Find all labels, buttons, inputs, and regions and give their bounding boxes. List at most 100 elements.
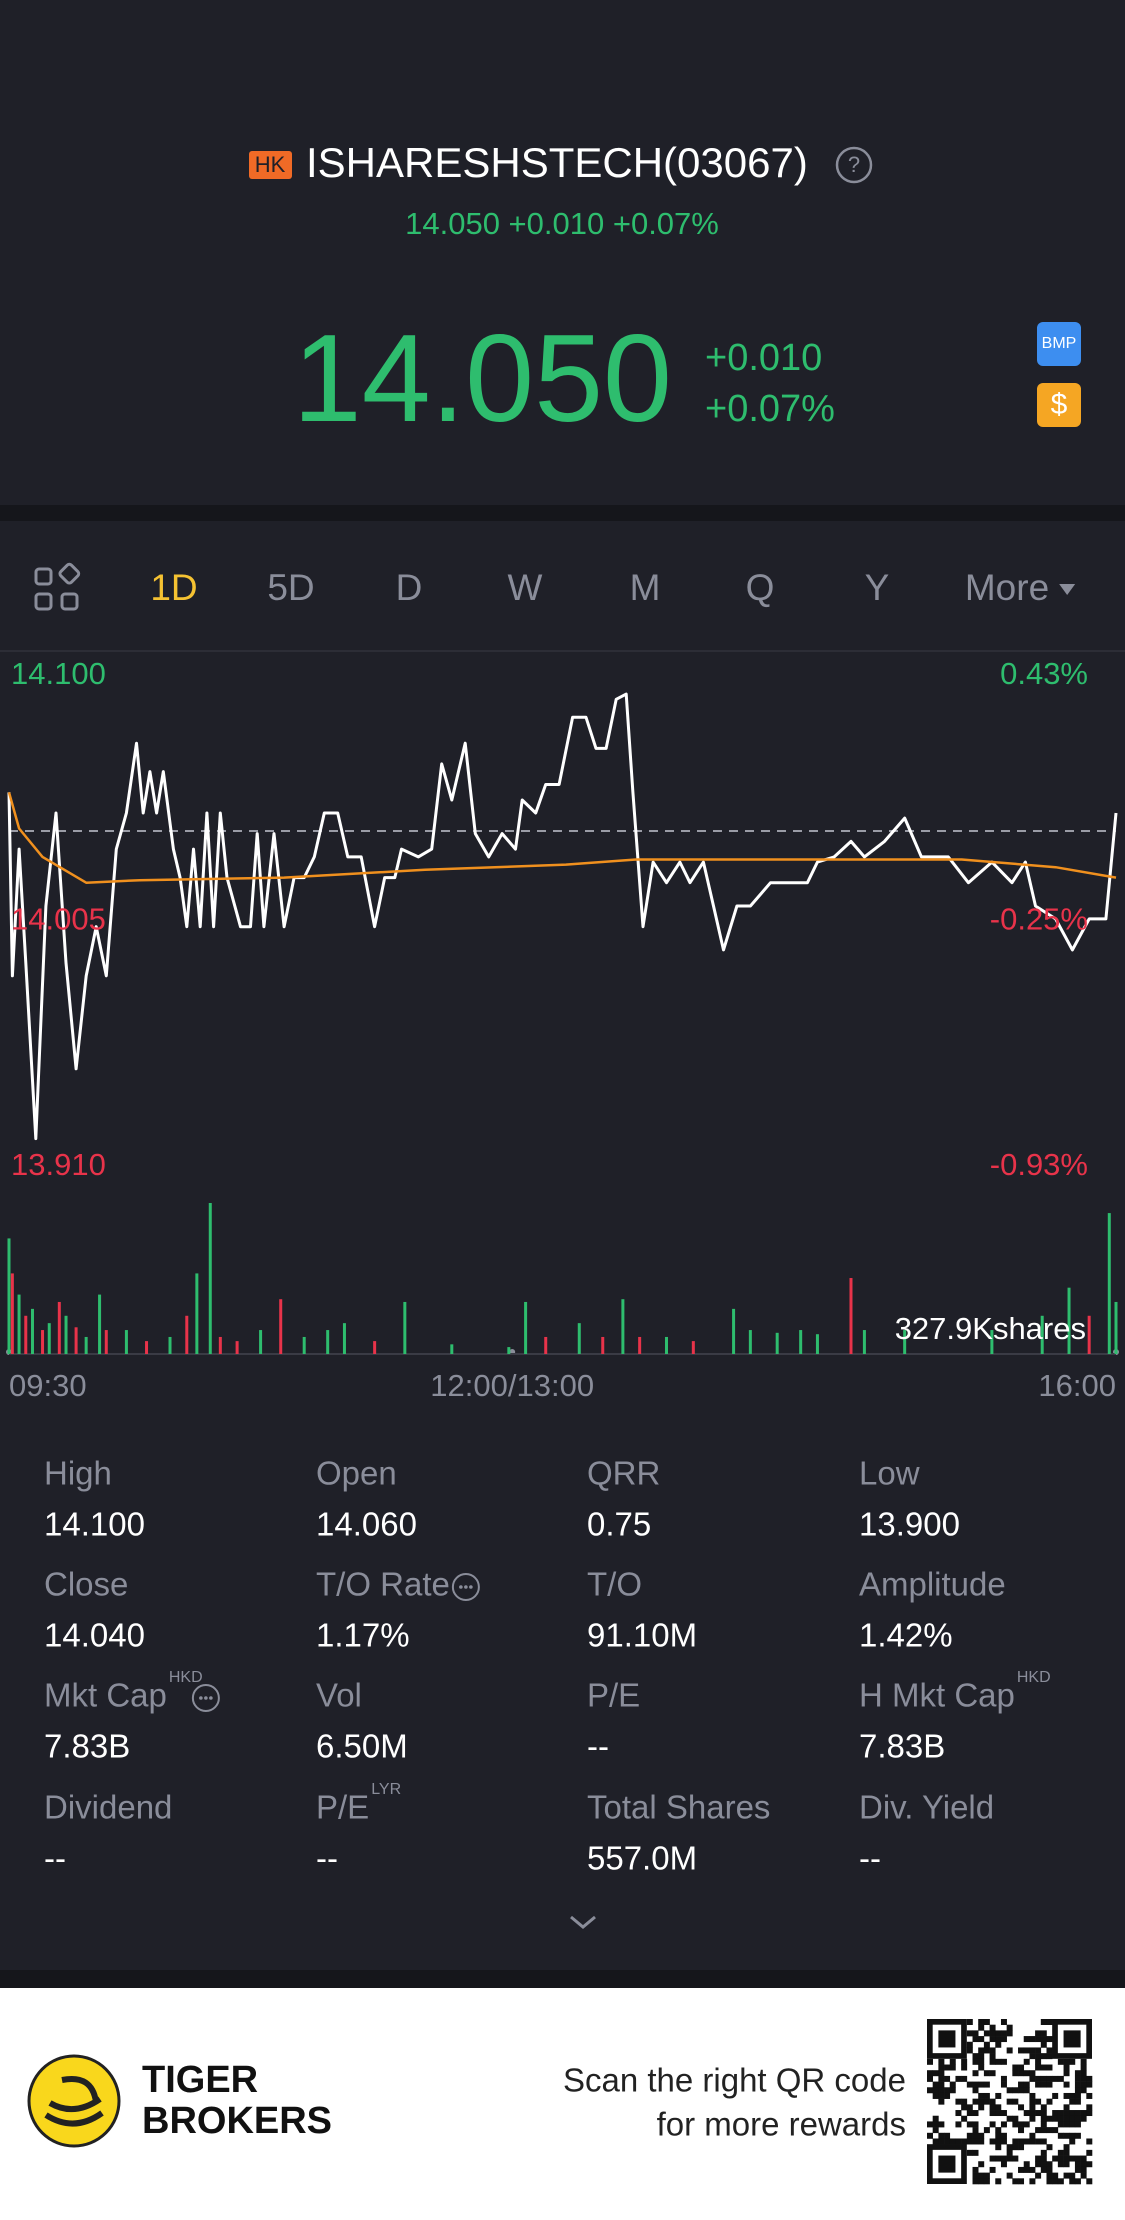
qr-code[interactable] — [927, 2019, 1093, 2185]
title: ISHARESHSTECH(03067) — [306, 139, 808, 186]
stat-value: 14.060 — [316, 1506, 417, 1543]
qr-cell — [989, 2110, 996, 2117]
volume-bar — [577, 1323, 581, 1354]
tab[interactable]: 1D — [150, 567, 197, 608]
qr-cell — [972, 2098, 979, 2105]
tab[interactable]: D — [396, 567, 423, 608]
exchange: HK — [255, 152, 286, 177]
qr-cell — [983, 2030, 990, 2037]
tab[interactable]: M — [630, 567, 661, 608]
qr-cell — [1000, 2030, 1007, 2037]
tab[interactable]: Q — [746, 567, 775, 608]
qr-cell — [1006, 2155, 1013, 2162]
qr-cell — [1018, 2178, 1025, 2185]
volume-bar — [1067, 1287, 1071, 1354]
qr-cell — [1074, 2155, 1081, 2162]
dollar-icon[interactable] — [1037, 383, 1081, 427]
stat-label: Total Shares — [587, 1789, 770, 1826]
qr-cell — [1035, 2172, 1042, 2179]
help-icon-glyph: ? — [848, 152, 860, 177]
qr-cell — [989, 2047, 996, 2054]
qr-cell — [1000, 2058, 1007, 2065]
qr-cell — [1012, 2070, 1019, 2077]
qr-cell — [1040, 2110, 1047, 2117]
qr-cell — [995, 2036, 1002, 2043]
qr-cell — [1046, 2053, 1053, 2060]
layout-icon[interactable] — [34, 562, 81, 611]
qr-cell — [1040, 2081, 1047, 2088]
qr-cell — [1029, 2104, 1036, 2111]
qr-cell — [1023, 2070, 1030, 2077]
qr-cell — [995, 2058, 1002, 2065]
qr-cell — [1040, 2041, 1047, 2048]
qr-cell — [983, 2019, 990, 2025]
help-icon[interactable] — [835, 146, 873, 184]
info-icon[interactable] — [191, 1684, 220, 1712]
qr-cell — [1018, 2047, 1025, 2054]
promo: for more rewards — [657, 2106, 906, 2143]
qr-cell — [1080, 2155, 1087, 2162]
qr-cell — [1040, 2036, 1047, 2043]
qr-cell — [1086, 2075, 1093, 2082]
tab[interactable]: 5D — [267, 567, 314, 608]
qr-cell — [1040, 2064, 1047, 2071]
qr-cell — [1000, 2036, 1007, 2043]
qr-cell — [1040, 2075, 1047, 2082]
qr-cell — [1040, 2121, 1047, 2128]
x-tick-label: 16:00 — [1038, 1368, 1116, 1403]
qr-cell — [1035, 2053, 1042, 2060]
tab[interactable]: More — [965, 567, 1049, 608]
qr-cell — [972, 2178, 979, 2185]
qr-cell — [1046, 2172, 1053, 2179]
bmp-icon[interactable] — [1037, 322, 1081, 366]
brand: TIGER — [142, 2059, 258, 2101]
qr-cell — [938, 2138, 945, 2145]
qr-cell — [989, 2053, 996, 2060]
stat-value: 1.17% — [316, 1617, 410, 1654]
qr-cell — [1029, 2115, 1036, 2122]
price-line — [7, 791, 1117, 884]
qr-cell — [1023, 2138, 1030, 2145]
qr-cell — [1006, 2172, 1013, 2179]
qr-cell — [1000, 2121, 1007, 2128]
qr-cell — [1006, 2144, 1013, 2151]
qr-cell — [927, 2087, 933, 2094]
qr-cell — [1069, 2058, 1076, 2065]
qr-cell — [1023, 2121, 1030, 2128]
qr-cell — [983, 2092, 990, 2099]
qr-cell — [1029, 2070, 1036, 2077]
qr-cell — [972, 2138, 979, 2145]
qr-cell — [1023, 2161, 1030, 2168]
qr-cell — [932, 2115, 939, 2122]
qr-cell — [1086, 2161, 1093, 2168]
info-dot — [204, 1696, 208, 1700]
volume-bar — [259, 1330, 263, 1354]
qr-cell — [1074, 2121, 1081, 2128]
volume-bar — [30, 1308, 34, 1354]
icon-part — [34, 592, 53, 611]
qr-cell — [927, 2121, 933, 2128]
tab[interactable]: W — [508, 567, 543, 608]
qr-cell — [1069, 2098, 1076, 2105]
qr-cell — [1069, 2132, 1076, 2139]
info-icon[interactable] — [451, 1573, 480, 1601]
qr-cell — [1074, 2075, 1081, 2082]
qr-cell — [989, 2121, 996, 2128]
qr-cell — [1046, 2081, 1053, 2088]
volume-bar — [41, 1330, 45, 1354]
tab[interactable]: Y — [865, 567, 890, 608]
volume-bar — [748, 1330, 752, 1354]
volume-bar — [903, 1330, 907, 1354]
exchange-badge — [249, 151, 292, 179]
stat-label: Close — [44, 1566, 128, 1603]
qr-cell — [972, 2030, 979, 2037]
qr-cell — [983, 2172, 990, 2179]
volume-bar — [64, 1315, 68, 1354]
qr-cell — [1069, 2110, 1076, 2117]
qr-cell — [961, 2064, 968, 2071]
expand-chevron[interactable] — [570, 1915, 596, 1929]
qr-cell — [1063, 2155, 1070, 2162]
qr-cell — [927, 2132, 933, 2139]
qr-cell — [1074, 2178, 1081, 2185]
qr-cell — [989, 2024, 996, 2031]
